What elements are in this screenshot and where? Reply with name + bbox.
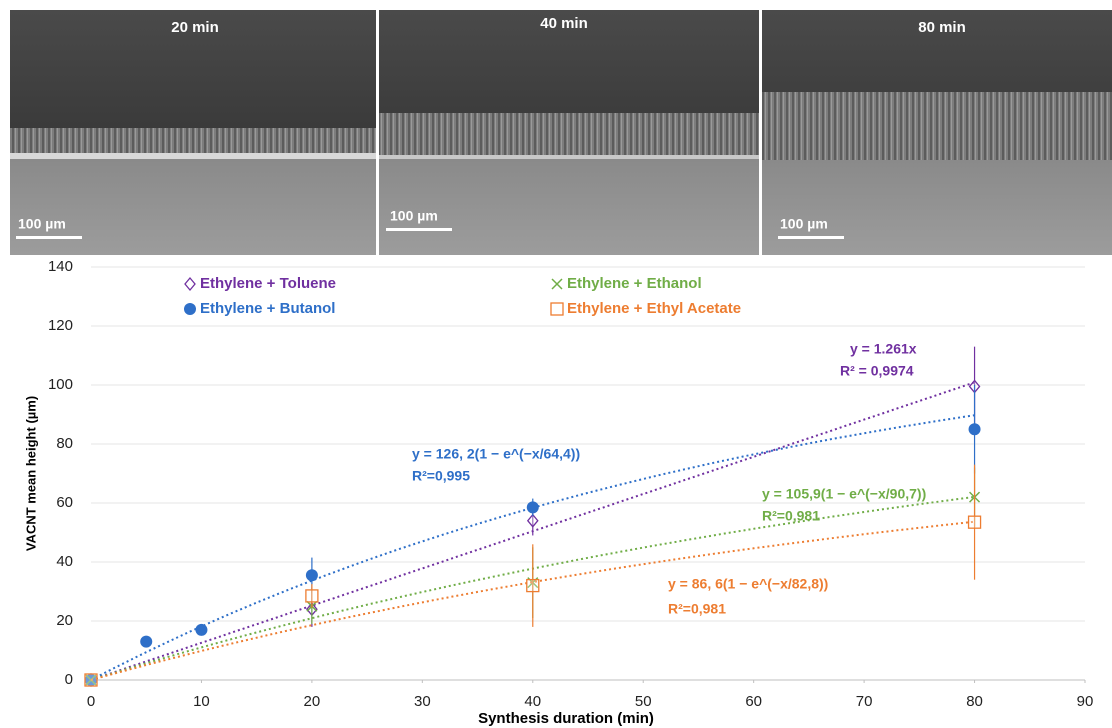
- panel-label: 80 min: [918, 19, 966, 36]
- x-tick-label: 30: [414, 693, 431, 710]
- plot-background: [0, 255, 1112, 728]
- sem-panel: [10, 10, 1112, 255]
- data-point: [140, 635, 153, 648]
- x-tick-label: 50: [635, 693, 652, 710]
- data-point: [526, 578, 540, 593]
- fit-equation: y = 86, 6(1 − e^(−x/82,8)): [668, 576, 828, 592]
- y-tick-label: 80: [56, 435, 73, 452]
- legend-label: Ethylene + Butanol: [200, 300, 335, 317]
- x-tick-label: 70: [856, 693, 873, 710]
- x-tick-label: 40: [524, 693, 541, 710]
- data-point: [526, 501, 539, 514]
- fit-equation: y = 126, 2(1 − e^(−x/64,4)): [412, 446, 580, 462]
- data-point: [305, 589, 319, 603]
- legend-marker: [550, 302, 564, 316]
- x-tick-label: 80: [966, 693, 983, 710]
- fit-r2: R²=0,981: [668, 601, 726, 617]
- x-axis-title: Synthesis duration (min): [478, 710, 654, 727]
- panel-label: 40 min: [540, 15, 588, 32]
- y-axis-title: VACNT mean height (µm): [23, 396, 38, 551]
- y-tick-label: 100: [48, 376, 73, 393]
- x-tick-label: 90: [1077, 693, 1094, 710]
- legend-marker: [551, 278, 563, 290]
- scale-bar-label: 100 µm: [390, 208, 438, 224]
- data-point: [305, 569, 318, 582]
- data-point: [967, 515, 982, 529]
- x-tick-label: 0: [87, 693, 95, 710]
- fit-equation: y = 1.261x: [850, 341, 917, 357]
- trend-line: [90, 520, 975, 681]
- y-tick-label: 140: [48, 258, 73, 275]
- x-tick-label: 20: [304, 693, 321, 710]
- data-point: [526, 513, 539, 528]
- y-tick-label: 60: [56, 494, 73, 511]
- y-tick-label: 20: [56, 612, 73, 629]
- legend-marker: [184, 303, 196, 315]
- fit-r2: R² = 0,9974: [840, 363, 914, 379]
- fit-equation: y = 105,9(1 − e^(−x/90,7)): [762, 486, 926, 502]
- x-tick-label: 60: [745, 693, 762, 710]
- data-point: [84, 673, 98, 687]
- scale-bar-label: 100 µm: [18, 216, 66, 232]
- data-point: [195, 623, 208, 636]
- y-tick-label: 0: [65, 671, 73, 688]
- panel-label: 20 min: [171, 19, 219, 36]
- x-tick-label: 10: [193, 693, 210, 710]
- fit-r2: R²=0,981: [762, 508, 820, 524]
- data-point: [968, 423, 981, 436]
- scale-bar-label: 100 µm: [780, 216, 828, 232]
- y-tick-label: 120: [48, 317, 73, 334]
- y-tick-label: 40: [56, 553, 73, 570]
- legend-label: Ethylene + Ethyl Acetate: [567, 300, 741, 317]
- legend-label: Ethylene + Ethanol: [567, 275, 702, 292]
- fit-r2: R²=0,995: [412, 468, 470, 484]
- legend-marker: [184, 276, 196, 292]
- legend-label: Ethylene + Toluene: [200, 275, 336, 292]
